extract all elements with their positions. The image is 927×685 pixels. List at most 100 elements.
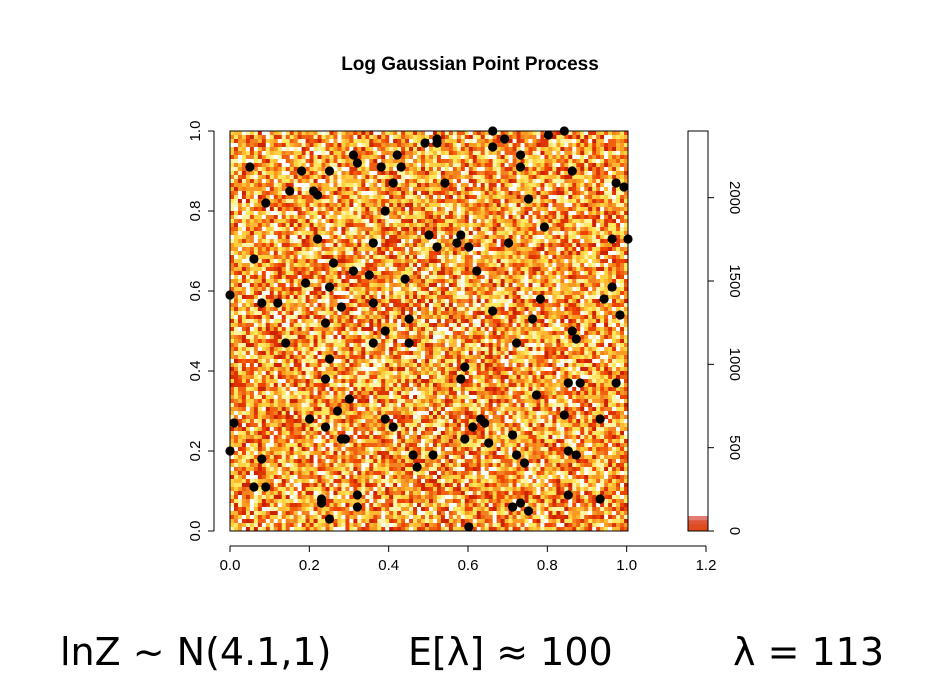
- heatmap-cell: [381, 339, 386, 344]
- heatmap-cell: [297, 427, 302, 432]
- heatmap-cell: [405, 371, 410, 376]
- heatmap-cell: [357, 199, 362, 204]
- heatmap-cell: [425, 415, 430, 420]
- heatmap-cell: [309, 255, 314, 260]
- heatmap-cell: [401, 291, 406, 296]
- heatmap-cell: [377, 279, 382, 284]
- heatmap-cell: [357, 499, 362, 504]
- heatmap-cell: [281, 527, 287, 532]
- heatmap-cell: [361, 151, 366, 156]
- heatmap-cell: [397, 279, 402, 284]
- heatmap-cell: [361, 243, 366, 248]
- heatmap-cell: [337, 339, 342, 344]
- heatmap-cell: [305, 155, 310, 160]
- heatmap-cell: [385, 175, 390, 180]
- heatmap-cell: [269, 347, 275, 352]
- heatmap-cell: [289, 311, 294, 316]
- heatmap-cell: [337, 511, 342, 516]
- heatmap-cell: [261, 291, 267, 296]
- heatmap-cell: [265, 403, 271, 408]
- heatmap-cell: [421, 423, 426, 428]
- heatmap-cell: [325, 135, 330, 140]
- heatmap-cell: [385, 423, 390, 428]
- heatmap-cell: [241, 523, 247, 528]
- heatmap-cell: [373, 435, 378, 440]
- heatmap-cell: [421, 151, 426, 156]
- heatmap-cell: [285, 495, 290, 500]
- heatmap-cell: [249, 287, 255, 292]
- heatmap-cell: [257, 347, 263, 352]
- heatmap-cell: [277, 191, 283, 196]
- heatmap-cell: [409, 235, 414, 240]
- heatmap-cell: [281, 207, 287, 212]
- heatmap-cell: [409, 191, 414, 196]
- heatmap-cell: [241, 195, 247, 200]
- heatmap-cell: [253, 447, 259, 452]
- heatmap-cell: [301, 491, 306, 496]
- heatmap-cell: [289, 387, 294, 392]
- heatmap-cell: [305, 447, 310, 452]
- heatmap-cell: [313, 355, 318, 360]
- heatmap-cell: [230, 207, 235, 212]
- heatmap-cell: [277, 431, 283, 436]
- heatmap-cell: [417, 343, 422, 348]
- heatmap-cell: [397, 503, 402, 508]
- heatmap-cell: [385, 223, 390, 228]
- heatmap-cell: [230, 359, 235, 364]
- heatmap-cell: [393, 147, 398, 152]
- heatmap-cell: [341, 403, 346, 408]
- heatmap-cell: [373, 159, 378, 164]
- heatmap-cell: [241, 491, 247, 496]
- heatmap-cell: [233, 331, 239, 336]
- heatmap-cell: [261, 167, 267, 172]
- heatmap-cell: [293, 459, 298, 464]
- heatmap-cell: [253, 239, 259, 244]
- heatmap-cell: [337, 359, 342, 364]
- heatmap-cell: [329, 375, 334, 380]
- heatmap-cell: [245, 395, 251, 400]
- heatmap-cell: [265, 231, 271, 236]
- heatmap-cell: [325, 299, 330, 304]
- heatmap-cell: [317, 451, 322, 456]
- heatmap-cell: [230, 271, 235, 276]
- heatmap-cell: [293, 295, 298, 300]
- heatmap-cell: [373, 447, 378, 452]
- heatmap-cell: [261, 307, 267, 312]
- heatmap-cell: [357, 279, 362, 284]
- heatmap-cell: [317, 291, 322, 296]
- heatmap-cell: [353, 427, 358, 432]
- heatmap-cell: [381, 231, 386, 236]
- heatmap-cell: [285, 335, 290, 340]
- heatmap-cell: [349, 519, 354, 524]
- heatmap-cell: [265, 471, 271, 476]
- heatmap-cell: [289, 471, 294, 476]
- heatmap-cell: [253, 363, 259, 368]
- heatmap-cell: [257, 415, 263, 420]
- heatmap-cell: [341, 331, 346, 336]
- heatmap-cell: [349, 291, 354, 296]
- heatmap-cell: [297, 315, 302, 320]
- heatmap-cell: [281, 443, 287, 448]
- heatmap-cell: [241, 243, 247, 248]
- heatmap-cell: [253, 295, 259, 300]
- heatmap-cell: [333, 439, 338, 444]
- heatmap-cell: [301, 271, 306, 276]
- heatmap-cell: [301, 175, 306, 180]
- heatmap-cell: [357, 395, 362, 400]
- heatmap-cell: [317, 363, 322, 368]
- heatmap-cell: [413, 291, 418, 296]
- heatmap-cell: [389, 287, 394, 292]
- heatmap-cell: [297, 355, 302, 360]
- heatmap-cell: [393, 275, 398, 280]
- heatmap-cell: [345, 427, 350, 432]
- heatmap-cell: [293, 335, 298, 340]
- heatmap-cell: [333, 375, 338, 380]
- heatmap-cell: [417, 143, 422, 148]
- heatmap-cell: [249, 503, 255, 508]
- heatmap-cell: [385, 271, 390, 276]
- heatmap-cell: [249, 359, 255, 364]
- heatmap-cell: [301, 355, 306, 360]
- heatmap-cell: [317, 135, 322, 140]
- heatmap-cell: [369, 523, 374, 528]
- heatmap-cell: [273, 335, 279, 340]
